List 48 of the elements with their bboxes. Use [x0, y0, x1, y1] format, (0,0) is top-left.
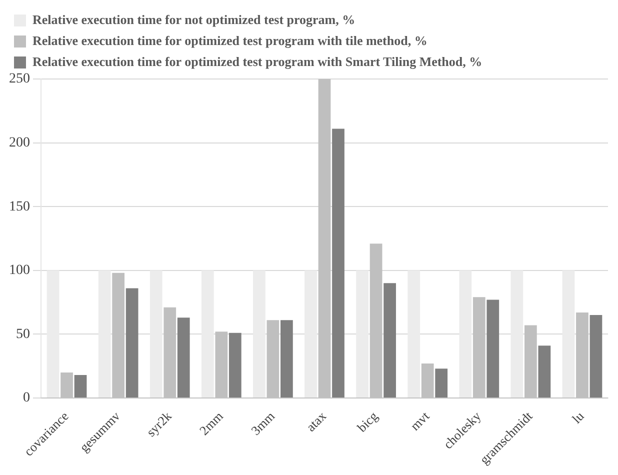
- bar: [60, 372, 73, 398]
- legend-label: Relative execution time for optimized test program with tile method, %: [32, 32, 428, 48]
- bar: [98, 270, 111, 398]
- x-tick-label: 2mm: [196, 408, 226, 438]
- legend-label: Relative execution time for optimized test program with Smart Tiling Method, %: [32, 54, 482, 69]
- bar: [332, 128, 344, 398]
- bar: [126, 288, 138, 398]
- bar: [486, 300, 500, 398]
- bar: [177, 318, 190, 398]
- y-tick-label: 100: [9, 263, 30, 278]
- y-tick-label: 150: [9, 199, 30, 214]
- bar: [524, 325, 537, 398]
- bar: [408, 270, 420, 398]
- x-tick-label: 3mm: [248, 408, 278, 438]
- y-tick-label: 0: [23, 390, 30, 406]
- bar: [472, 297, 486, 398]
- bar: [228, 332, 242, 398]
- x-tick-label: bicg: [354, 408, 381, 435]
- bar: [510, 270, 524, 398]
- bar: [459, 270, 472, 398]
- bar: [421, 364, 434, 398]
- bar: [215, 332, 228, 398]
- bar: [164, 307, 176, 398]
- bar: [384, 283, 396, 398]
- bar: [356, 270, 368, 398]
- bar: [538, 346, 551, 398]
- bar: [318, 79, 331, 398]
- bar: [112, 272, 125, 398]
- y-tick-label: 50: [16, 326, 30, 342]
- bar: [370, 244, 382, 398]
- bar: [562, 270, 575, 398]
- bar: [150, 270, 162, 398]
- y-tick-label: 200: [9, 135, 30, 150]
- bar: [46, 270, 60, 398]
- legend-label: Relative execution time for not optimized test program, %: [32, 12, 356, 27]
- bar: [201, 270, 214, 398]
- bar: [576, 312, 588, 398]
- bar: [266, 320, 280, 398]
- bar: [304, 270, 317, 398]
- y-tick-label: 250: [9, 72, 30, 87]
- x-tick-label: atax: [303, 408, 330, 434]
- x-tick-label: mvt: [407, 408, 432, 434]
- bar: [435, 368, 448, 398]
- x-tick-label: lu: [569, 408, 588, 426]
- bar: [590, 315, 602, 398]
- bar: [74, 375, 87, 398]
- bar: [280, 320, 293, 398]
- bar: [253, 270, 266, 398]
